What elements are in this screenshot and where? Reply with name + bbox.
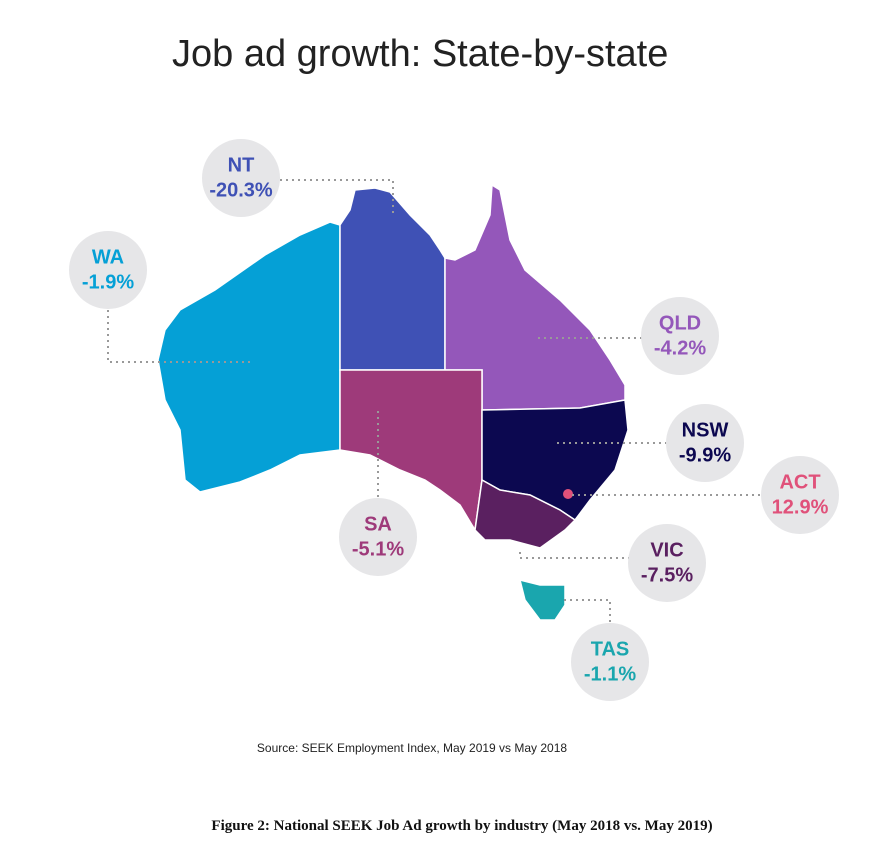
label-bubble	[628, 524, 706, 602]
state-name: WA	[92, 246, 124, 268]
label-bubble	[666, 404, 744, 482]
label-bubble	[641, 297, 719, 375]
state-growth: -20.3%	[209, 179, 273, 201]
leaders	[107, 179, 760, 622]
state-growth: -9.9%	[679, 444, 731, 466]
leader-line	[560, 599, 611, 622]
title: Job ad growth: State-by-state	[172, 33, 668, 75]
label-bubble	[761, 456, 839, 534]
state-name: TAS	[591, 638, 630, 660]
leader-line	[519, 548, 630, 559]
source: Source: SEEK Employment Index, May 2019 …	[257, 741, 567, 755]
state-shape	[474, 478, 577, 549]
leader-line	[280, 179, 394, 215]
state-growth: -5.1%	[352, 538, 404, 560]
labels: WA -1.9% NT -20.3% QLD -4.2% SA -5.1% NSW -9.9% VI…	[69, 139, 839, 701]
state-name: NSW	[682, 419, 729, 441]
map	[157, 183, 629, 621]
state-shape	[563, 489, 573, 499]
state-growth: 12.9%	[772, 496, 829, 518]
state-name: QLD	[659, 312, 701, 334]
label-bubble	[339, 498, 417, 576]
state-name: NT	[228, 154, 255, 176]
state-shape	[157, 221, 341, 493]
state-name: VIC	[650, 539, 683, 561]
label-bubble	[571, 623, 649, 701]
state-growth: -1.1%	[584, 663, 636, 685]
label-bubble	[69, 231, 147, 309]
state-shape	[339, 187, 446, 371]
state-growth: -7.5%	[641, 564, 693, 586]
caption: Figure 2: National SEEK Job Ad growth by…	[211, 818, 712, 834]
state-name: ACT	[779, 471, 820, 493]
state-shape	[518, 578, 566, 621]
state-growth: -4.2%	[654, 337, 706, 359]
state-name: SA	[364, 513, 392, 535]
label-bubble	[202, 139, 280, 217]
state-growth: -1.9%	[82, 271, 134, 293]
